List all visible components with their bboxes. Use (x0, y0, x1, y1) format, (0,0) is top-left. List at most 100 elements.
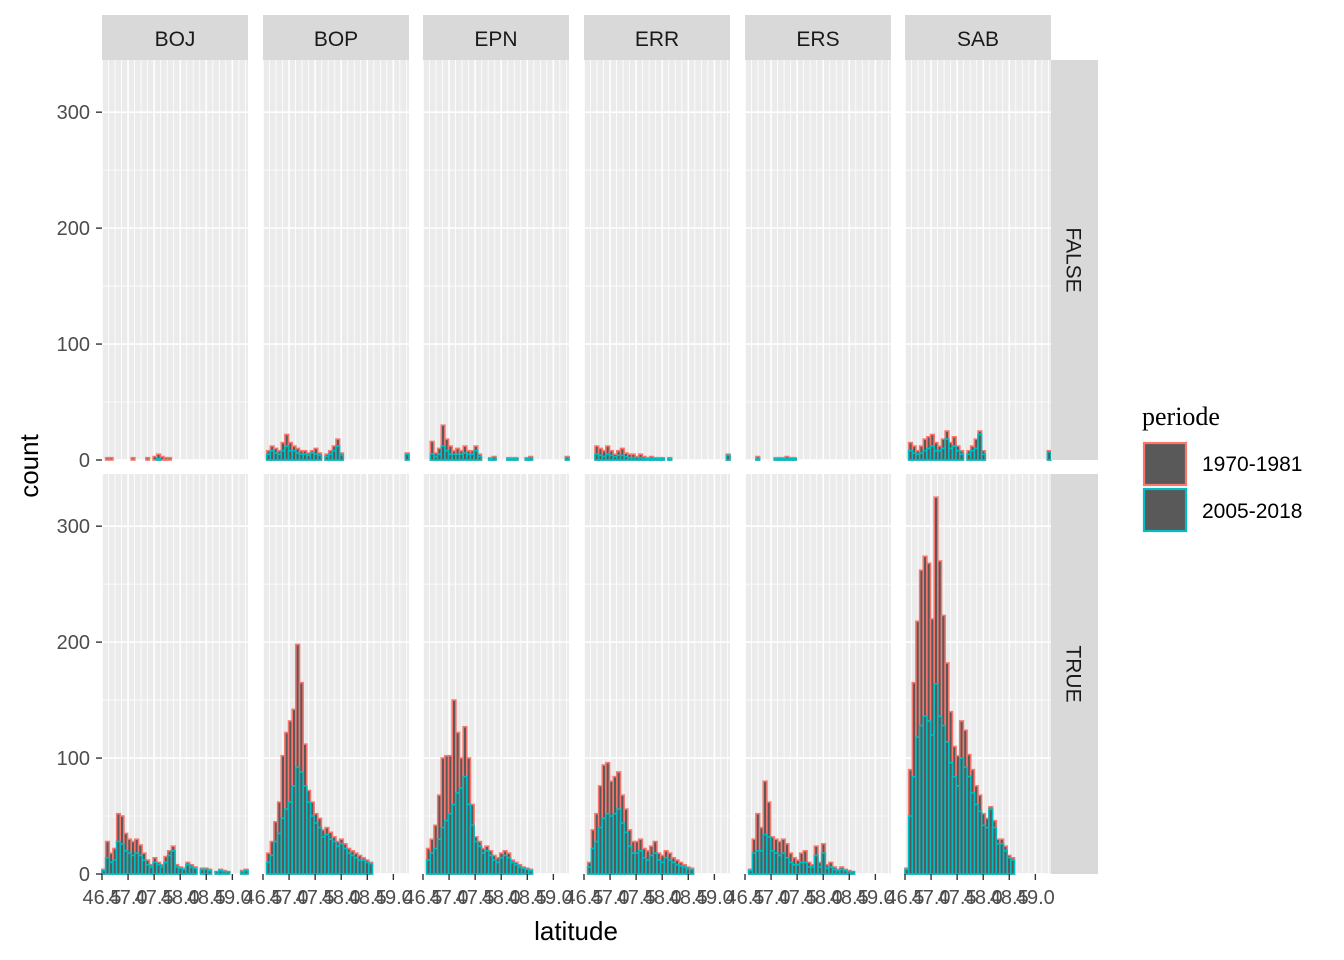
bar-2005-2018-bin-39 (1046, 451, 1052, 461)
x-tick-label: 49.0 (534, 887, 573, 909)
x-tick-label: 46.5 (726, 887, 765, 909)
column-strip-BOP: BOP (263, 15, 409, 60)
bar-2005-2018-bin-3 (755, 458, 761, 461)
column-strip-label: ERS (796, 28, 839, 51)
strips-layer: FALSE TRUE BOJ BOP EPN ERR ERS SAB (102, 15, 1098, 874)
bar-2005-2018-bin-20 (977, 433, 983, 461)
x-tick-label: 49.0 (1016, 887, 1055, 909)
x-tick-label: 49.0 (374, 887, 413, 909)
x-tick-label: 48.5 (348, 887, 387, 909)
panel-background (423, 60, 569, 460)
bar-1970-1981-bin-18 (166, 456, 173, 461)
y-tick-label: 300 (57, 516, 90, 538)
panel-BOJ-TRUE (101, 474, 249, 875)
x-tick-label: 49.0 (695, 887, 734, 909)
x-tick-label: 48.0 (964, 887, 1003, 909)
bar-2005-2018-bin-21 (338, 454, 345, 461)
bar-2005-2018-bin-39 (725, 454, 731, 461)
x-tick-label: 47.5 (135, 887, 174, 909)
legend-key-2005-2018 (1142, 487, 1188, 533)
bar-2005-2018-bin-15 (476, 455, 483, 461)
legend-title: periode (1142, 402, 1220, 431)
panel-ERS-TRUE (744, 474, 891, 875)
bar-2005-2018-bin-15 (958, 453, 965, 461)
x-tick-label: 49.0 (856, 887, 895, 909)
panel-EPN-FALSE (422, 60, 570, 461)
bar-2005-2018-bin-39 (404, 453, 410, 461)
column-strip-BOJ: BOJ (102, 15, 248, 60)
x-tick-label: 48.0 (161, 887, 200, 909)
panel-ERS-FALSE (744, 60, 891, 461)
legend-key-1970-1981 (1142, 441, 1188, 487)
bar-2005-2018-bin-19 (813, 854, 819, 875)
bar-2005-2018-bin-13 (791, 458, 797, 461)
bar-2005-2018-bin-39 (564, 456, 570, 461)
bar-2005-2018-bin-15 (155, 458, 162, 461)
x-tick-label: 47.0 (912, 887, 951, 909)
bar-2005-2018-bin-29 (689, 868, 695, 875)
row-strip-TRUE: TRUE (1051, 474, 1098, 874)
column-strip-background (745, 15, 891, 60)
bar-2005-2018-bin-15 (316, 454, 323, 461)
bar-2005-2018-bin-29 (850, 870, 856, 875)
panel-SAB-TRUE (904, 474, 1051, 875)
y-tick-label: 0 (79, 450, 90, 472)
column-strip-label: EPN (474, 28, 517, 51)
bar-1970-1981-bin-8 (130, 456, 136, 461)
x-axis-title: latitude (534, 916, 618, 946)
column-strip-background (102, 15, 248, 60)
x-tick-label: 48.5 (669, 887, 708, 909)
column-strip-background (263, 15, 409, 60)
bar-2005-2018-bin-34 (225, 870, 231, 875)
x-tick-label: 47.5 (296, 887, 335, 909)
y-tick-label: 200 (57, 218, 90, 240)
panel-SAB-FALSE (904, 60, 1052, 461)
x-tick-label: 47.0 (109, 887, 148, 909)
row-strip-FALSE: FALSE (1051, 60, 1098, 460)
bar-2005-2018-bin-23 (667, 458, 673, 461)
x-tick-label: 48.5 (508, 887, 547, 909)
column-strip-ERS: ERS (745, 15, 891, 60)
x-tick-label: 48.0 (322, 887, 361, 909)
y-tick-label: 0 (79, 864, 90, 886)
x-tick-label: 48.0 (482, 887, 521, 909)
x-tick-label: 46.5 (886, 887, 925, 909)
row-strip-background (1051, 474, 1098, 874)
x-tick-label: 49.0 (213, 887, 252, 909)
row-strip-background (1051, 60, 1098, 460)
x-tick-label: 47.0 (430, 887, 469, 909)
x-tick-label: 47.0 (752, 887, 791, 909)
column-strip-background (423, 15, 569, 60)
column-strip-label: BOP (314, 28, 358, 51)
panel-ERR-FALSE (583, 60, 731, 461)
x-tick-label: 48.5 (830, 887, 869, 909)
bar-2005-2018-bin-20 (335, 445, 341, 461)
y-tick-label: 100 (57, 334, 90, 356)
x-tick-label: 46.5 (565, 887, 604, 909)
panel-background (745, 60, 891, 460)
x-tick-label: 48.5 (187, 887, 226, 909)
bar-2005-2018-bin-39 (243, 869, 249, 875)
bar-2005-2018-bin-29 (207, 869, 213, 875)
bar-2005-2018-bin-19 (491, 456, 497, 461)
column-strip-EPN: EPN (423, 15, 569, 60)
y-tick-label: 300 (57, 102, 90, 124)
x-tick-label: 46.5 (244, 887, 283, 909)
bar-1970-1981-bin-12 (145, 456, 151, 461)
x-tick-label: 47.0 (270, 887, 309, 909)
panel-background (905, 60, 1051, 460)
y-axis-title: count (14, 433, 44, 497)
x-tick-label: 47.5 (617, 887, 656, 909)
x-tick-label: 48.0 (643, 887, 682, 909)
legend: periode 1970-1981 2005-2018 (1142, 402, 1302, 533)
legend-label-1970-1981: 1970-1981 (1202, 453, 1302, 476)
column-strip-background (584, 15, 730, 60)
bar-2005-2018-bin-14 (473, 449, 479, 461)
bar-2005-2018-bin-29 (1010, 859, 1016, 875)
bar-1970-1981-bin-2 (108, 456, 114, 461)
panel-EPN-TRUE (422, 474, 569, 875)
x-tick-label: 47.0 (591, 887, 630, 909)
panel-ERR-TRUE (583, 474, 730, 875)
column-strip-label: BOJ (155, 28, 196, 51)
